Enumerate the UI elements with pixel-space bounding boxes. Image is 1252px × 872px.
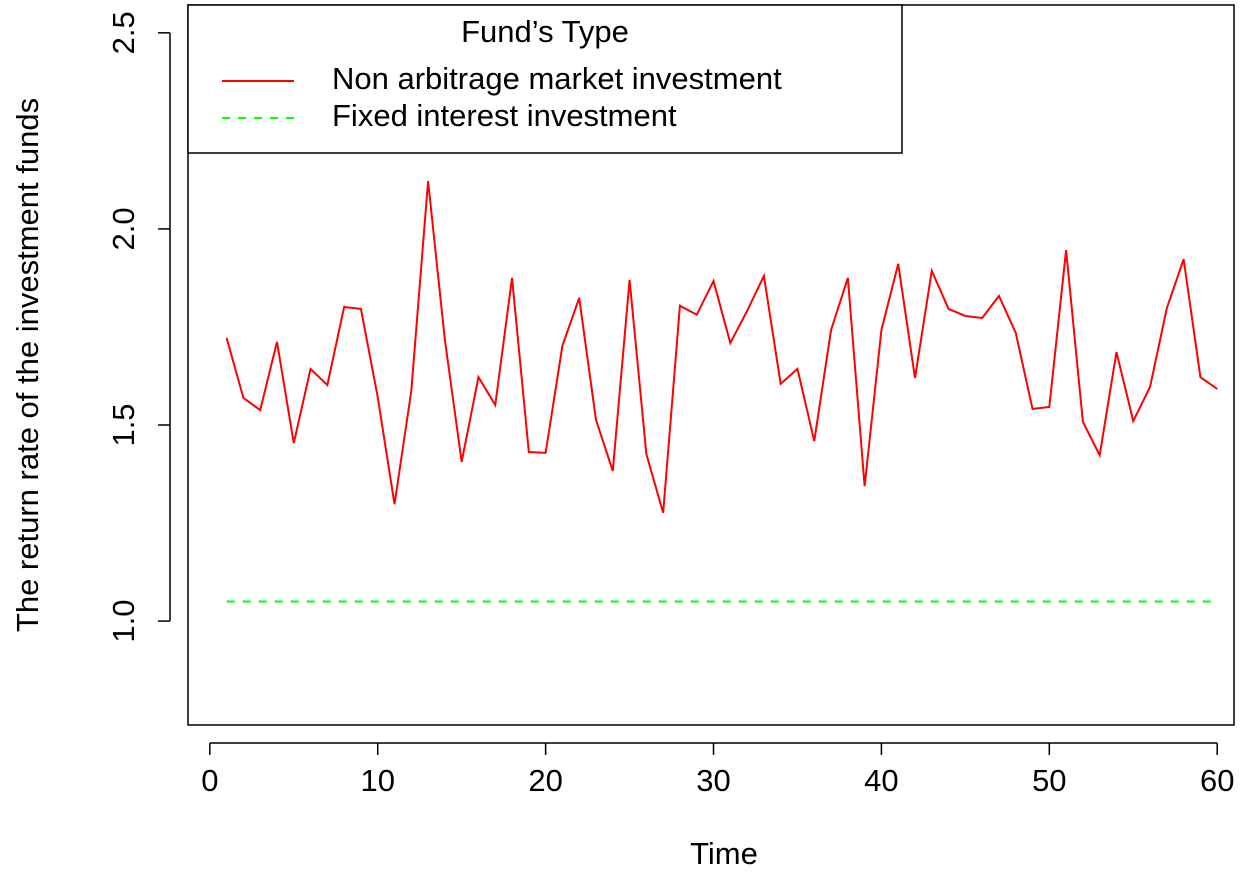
x-tick-label: 50 — [1032, 763, 1066, 798]
legend-label: Fixed interest investment — [332, 98, 677, 133]
y-tick-label: 2.5 — [106, 11, 141, 54]
data-line — [225, 180, 1218, 514]
x-axis-label: Time — [690, 836, 758, 871]
x-tick-label: 0 — [201, 763, 218, 798]
x-tick-label: 10 — [360, 763, 394, 798]
legend-box — [187, 4, 903, 154]
x-tick-label: 20 — [528, 763, 562, 798]
y-axis-label: The return rate of the investment funds — [10, 98, 45, 632]
y-tick-label: 2.0 — [106, 207, 141, 250]
legend-title: Fund’s Type — [461, 14, 629, 49]
y-tick-label: 1.0 — [106, 600, 141, 643]
legend-label: Non arbitrage market investment — [332, 61, 782, 96]
y-tick-label: 1.5 — [106, 403, 141, 446]
x-tick-label: 60 — [1200, 763, 1234, 798]
x-tick-label: 40 — [864, 763, 898, 798]
x-tick-label: 30 — [696, 763, 730, 798]
